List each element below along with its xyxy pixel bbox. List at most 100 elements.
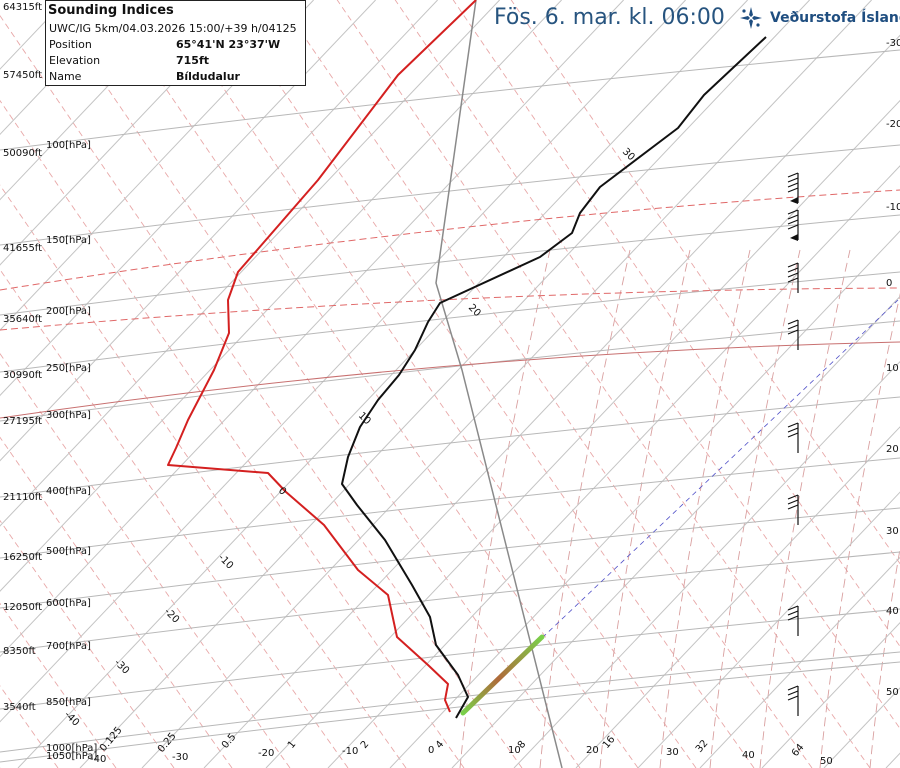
isotherm-line	[761, 622, 900, 768]
isobar-line	[0, 49, 900, 151]
sounding-series	[167, 0, 767, 719]
isobar-line	[0, 608, 900, 710]
isotherm-line	[451, 295, 900, 768]
isotherm-line	[141, 0, 872, 768]
dry-adiabat	[394, 0, 900, 730]
bottom-axis-label: 8	[516, 739, 529, 751]
pressure-label: 200[hPa]	[46, 306, 91, 317]
wind-barb-feather	[787, 187, 799, 193]
isobar-line	[0, 457, 900, 559]
height-label: 16250ft	[3, 552, 42, 563]
info-value: 715ft	[176, 54, 210, 67]
isotherm-line	[0, 0, 500, 527]
parcel-line	[435, 0, 563, 768]
isobar-line	[0, 396, 900, 498]
moist-adiabat	[759, 249, 851, 768]
wind-barb-feather	[787, 209, 799, 215]
info-title: Sounding Indices	[48, 3, 174, 18]
isobar-line	[0, 271, 900, 373]
parcel-path	[435, 0, 899, 768]
right-axis-label: 40	[886, 606, 899, 617]
isotherm-line	[699, 556, 900, 768]
bottom-axis-label: 0	[428, 745, 434, 756]
info-value: 65°41'N 23°37'W	[176, 38, 281, 51]
isotherm-line	[0, 0, 376, 397]
dry-adiabat	[452, 0, 900, 648]
isotherm-line	[637, 491, 900, 768]
wind-barb-feather	[787, 224, 799, 230]
right-axis-label: 20	[886, 444, 899, 455]
sounding-info-box: Sounding Indices UWC/IG 5km/04.03.2026 1…	[45, 0, 306, 86]
dry-adiabat	[336, 0, 871, 768]
wind-barb	[787, 209, 799, 241]
bottom-axis-label: -30	[172, 752, 188, 763]
isotherm-label: -10	[216, 552, 235, 571]
right-axis-label: -10	[886, 202, 900, 213]
bottom-axis-label: 1	[286, 739, 299, 751]
right-axis-label: 50	[886, 687, 899, 698]
height-label: 57450ft	[3, 70, 42, 81]
height-label: 64315ft	[3, 2, 42, 13]
wind-barb-feather	[787, 172, 799, 178]
info-value: Bíldudalur	[176, 70, 240, 83]
height-label: 50090ft	[3, 148, 42, 159]
bottom-axis-label: -40	[90, 754, 106, 765]
wind-barb	[787, 605, 799, 636]
isobars	[0, 49, 900, 763]
pressure-label: 700[hPa]	[46, 641, 91, 652]
brand-name: Veðurstofa Íslands	[770, 10, 900, 26]
wind-barb-feather	[787, 329, 799, 335]
dry-adiabat	[0, 268, 349, 768]
wind-barb-feather	[787, 695, 799, 701]
info-key: Position	[49, 38, 92, 51]
right-axis-label: 0	[886, 278, 892, 289]
bottom-axis-label: 20	[586, 745, 599, 756]
dewpoint-line	[341, 36, 767, 719]
height-label: 27195ft	[3, 416, 42, 427]
wind-barbs	[787, 172, 799, 716]
bottom-axis-label: 50	[820, 756, 833, 767]
height-label: 21110ft	[3, 492, 42, 503]
isotherm-line	[0, 0, 624, 658]
isobar-line	[0, 214, 900, 316]
wind-barb-feather	[787, 277, 799, 283]
dry-adiabat	[278, 0, 813, 768]
height-label: 12050ft	[3, 602, 42, 613]
level-line-dashed	[0, 189, 900, 291]
pressure-label: 100[hPa]	[46, 140, 91, 151]
moist-adiabat	[599, 249, 691, 768]
right-axis-label: 30	[886, 526, 899, 537]
wind-barb-feather	[787, 267, 799, 273]
wind-barb-feather	[787, 422, 799, 428]
isotherm-line	[203, 34, 900, 768]
pressure-label: 850[hPa]	[46, 697, 91, 708]
isobar-line	[0, 551, 900, 653]
bottom-axis-label: -20	[258, 748, 274, 759]
wind-barb-feather	[787, 272, 799, 278]
pressure-label: 250[hPa]	[46, 363, 91, 374]
dry-adiabat	[0, 99, 465, 768]
isotherm-label: -30	[112, 657, 131, 676]
wind-barb	[787, 422, 799, 453]
right-axis-label: -30	[886, 38, 900, 49]
bottom-axis-label: 32	[694, 738, 711, 755]
bottom-axis-label: 2	[359, 739, 372, 751]
wind-barb-feather	[787, 182, 799, 188]
wind-barb-pennant	[790, 234, 798, 241]
right-axis-label: -20	[886, 119, 900, 130]
pressure-label: 1050[hPa]	[46, 751, 97, 762]
moist-adiabat	[819, 292, 900, 768]
wind-barb-feather	[787, 427, 799, 433]
wind-barb-feather	[787, 504, 799, 510]
valid-time: Fös. 6. mar. kl. 06:00	[494, 5, 725, 30]
info-key: Name	[49, 70, 82, 83]
moist-adiabat	[659, 249, 751, 768]
height-label: 30990ft	[3, 370, 42, 381]
isotherm-line	[513, 360, 900, 768]
isotherm-label: -40	[62, 709, 81, 728]
moist-adiabat	[709, 249, 801, 768]
isobar-line	[0, 507, 900, 609]
